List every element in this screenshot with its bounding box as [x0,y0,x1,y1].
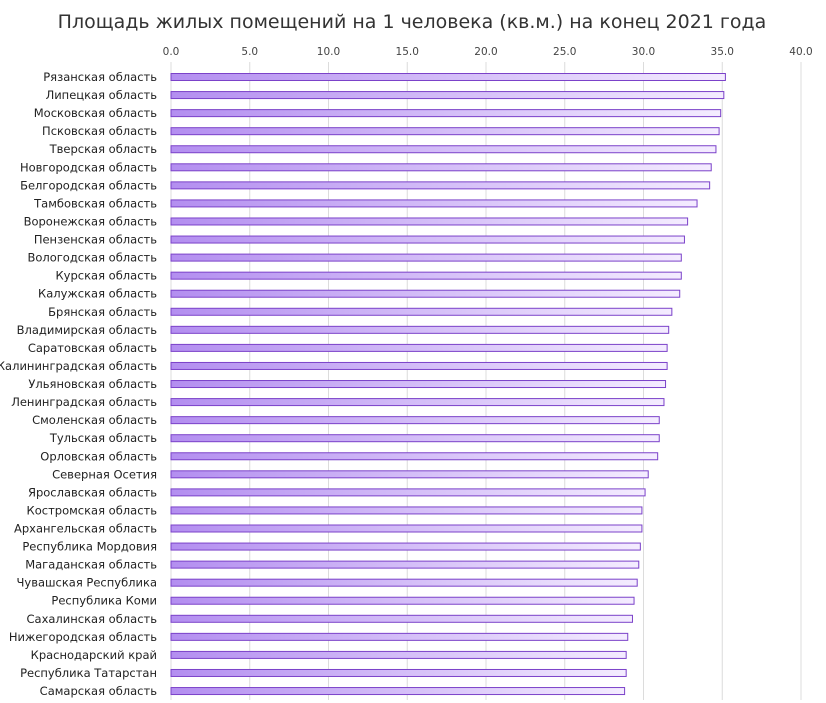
x-tick-label: 25.0 [553,46,576,58]
category-label: Чувашская Республика [17,576,158,590]
bars [170,73,726,696]
category-label: Вологодская область [27,251,157,265]
category-label: Воронежская область [24,214,158,228]
category-label: Смоленская область [32,413,157,427]
category-labels: Рязанская область Липецкая область Московс… [0,70,157,698]
category-label: Республика Мордовия [22,540,157,554]
x-tick-label: 30.0 [632,46,655,58]
category-label: Костромская область [27,503,158,517]
bar [170,253,682,262]
category-label: Северная Осетия [52,467,157,481]
bar [170,199,698,208]
bar [170,560,640,569]
category-label: Саратовская область [28,341,157,355]
category-label: Тамбовская область [33,196,157,210]
category-label: Архангельская область [14,522,157,536]
bar [170,596,635,605]
category-label: Тверская область [49,142,158,156]
x-tick-label: 40.0 [789,46,812,58]
bar [170,434,660,443]
bar [170,398,665,407]
category-label: Сахалинская область [27,612,158,626]
bar [170,91,725,100]
x-tick-label: 5.0 [241,46,258,58]
bar [170,307,673,316]
x-axis-ticks: 0.0 5.0 10.0 15.0 20.0 25.0 30.0 35.0 40.0 [163,46,813,58]
category-label: Нижегородская область [9,630,157,644]
bar [170,614,633,623]
bar [170,452,659,461]
category-label: Брянская область [48,305,157,319]
category-label: Псковская область [42,124,157,138]
bar [170,380,667,389]
x-tick-label: 10.0 [317,46,340,58]
category-label: Белгородская область [20,178,157,192]
bar [170,650,627,659]
category-label: Магаданская область [25,558,157,572]
category-label: Владимирская область [17,323,158,337]
bar [170,506,643,515]
bar [170,668,627,677]
bar [170,217,689,226]
category-label: Пензенская область [34,233,157,247]
bar [170,542,641,551]
category-label: Тульская область [49,431,157,445]
category-label: Республика Коми [51,594,157,608]
bar [170,145,717,154]
bar [170,109,722,118]
bar [170,524,643,533]
bar [170,470,649,479]
category-label: Рязанская область [43,70,157,84]
bar [170,687,626,696]
x-tick-label: 20.0 [474,46,497,58]
category-label: Ленинградская область [11,395,157,409]
bar [170,488,646,497]
bar [170,181,711,190]
bar [170,289,681,298]
chart-title: Площадь жилых помещений на 1 человека (к… [58,11,767,33]
bar [170,271,682,280]
x-tick-label: 0.0 [163,46,180,58]
x-tick-label: 15.0 [396,46,419,58]
category-label: Новгородская область [20,160,157,174]
bar [170,343,668,352]
bar [170,163,712,172]
bar [170,361,668,370]
category-label: Липецкая область [46,88,158,102]
category-label: Орловская область [40,449,157,463]
bar [170,632,629,641]
bar [170,127,720,136]
category-label: Самарская область [40,684,158,698]
category-label: Краснодарский край [31,648,157,662]
category-label: Калининградская область [0,359,157,373]
category-label: Республика Татарстан [20,666,157,680]
bar [170,416,660,425]
bar [170,325,670,334]
bar [170,73,726,81]
category-label: Московская область [34,106,157,120]
x-tick-label: 35.0 [711,46,734,58]
category-label: Курская область [56,269,158,283]
category-label: Калужская область [38,287,157,301]
bar [170,235,685,244]
category-label: Ярославская область [28,485,157,499]
bar [170,578,638,587]
category-label: Ульяновская область [28,377,157,391]
